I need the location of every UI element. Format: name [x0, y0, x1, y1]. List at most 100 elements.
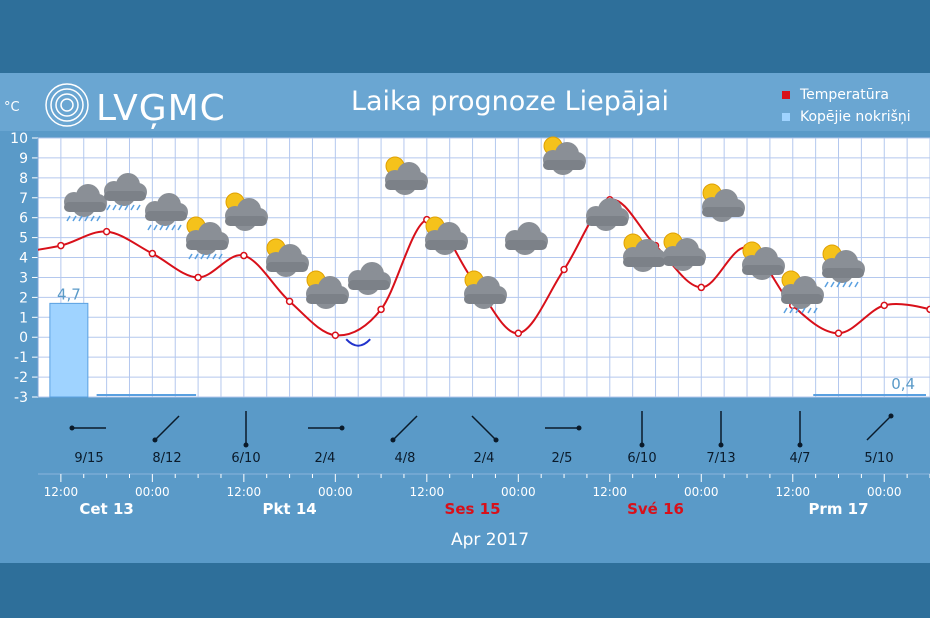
partly-sunny-icon — [543, 136, 586, 175]
y-tick-label: 3 — [19, 270, 28, 286]
rain-drop — [84, 215, 89, 222]
wind-label: 5/10 — [864, 451, 893, 466]
rain-drop — [153, 224, 158, 231]
legend-item-temperature: Temperatūra — [782, 84, 911, 106]
rain-drop — [78, 215, 83, 222]
rain-drop — [72, 215, 77, 222]
rain-drop — [106, 204, 111, 211]
day-label: Cet 13 — [79, 500, 134, 518]
y-tick-label: 7 — [19, 191, 28, 207]
wind-head — [339, 425, 345, 431]
temperature-point — [377, 305, 385, 314]
logo-text: LVĢMC — [96, 88, 226, 129]
partly-sunny-icon — [663, 232, 706, 271]
sun-snow-cloud-icon — [781, 270, 824, 314]
rain-drop — [830, 281, 835, 288]
wind-shaft — [866, 415, 892, 441]
partly-sunny-icon — [742, 241, 785, 280]
cloud-base — [702, 207, 744, 217]
legend-label: Temperatūra — [800, 87, 889, 103]
wind-arrow-icon — [69, 425, 106, 431]
temperature-point — [560, 265, 568, 274]
rain-cloud-icon — [145, 193, 188, 231]
partly-sunny-icon — [266, 238, 309, 277]
x-tick-label: 12:00 — [592, 485, 627, 499]
wind-arrow-icon — [390, 415, 418, 443]
temperature-point — [514, 329, 523, 337]
wind-shaft — [392, 415, 418, 441]
temperature-point — [697, 283, 706, 292]
temperature-point — [285, 297, 294, 306]
cloud-base — [104, 191, 146, 201]
temperature-point — [194, 273, 202, 282]
rain-drop — [159, 224, 164, 231]
wind-label: 2/4 — [474, 451, 495, 466]
y-tick-label: 6 — [19, 211, 28, 227]
y-tick-label: -3 — [14, 390, 28, 406]
wind-head — [797, 442, 803, 448]
y-tick-label: 1 — [19, 310, 28, 326]
cloud-base — [822, 268, 864, 278]
rain-cloud-icon — [64, 184, 107, 222]
x-tick-label: 00:00 — [135, 485, 170, 499]
x-tick-label: 00:00 — [684, 485, 719, 499]
rain-drop — [188, 253, 193, 260]
cloud-base — [781, 294, 823, 304]
rain-drop — [136, 204, 141, 211]
day-label: Pkt 14 — [262, 500, 317, 518]
wind-arrow-icon — [718, 411, 724, 448]
wind-head — [888, 413, 894, 419]
rain-drop — [836, 281, 841, 288]
wind-head — [152, 437, 158, 443]
cloud-base — [586, 216, 628, 226]
temperature-below-zero — [345, 338, 371, 347]
chart-title: Laika prognoze Liepājai — [350, 86, 670, 117]
cloud-base — [543, 160, 585, 170]
day-label: Ses 15 — [444, 500, 501, 518]
y-tick-label: 9 — [19, 151, 28, 167]
cloud-base — [266, 262, 308, 272]
temperature-point — [834, 329, 843, 337]
wind-head — [69, 425, 75, 431]
cloud-icon — [505, 222, 548, 255]
wind-head — [718, 442, 724, 448]
rain-drop — [848, 281, 853, 288]
temperature-line — [38, 198, 930, 337]
lvgmc-logo: LVĢMC — [44, 80, 244, 130]
rain-drop — [206, 253, 211, 260]
rain-drop — [171, 224, 176, 231]
partly-sunny-icon — [464, 270, 507, 309]
wind-arrow-icon — [243, 411, 249, 448]
rain-drop — [824, 281, 829, 288]
wind-arrow-icon — [545, 425, 582, 431]
wind-head — [576, 425, 582, 431]
wind-label: 2/4 — [315, 451, 336, 466]
cloud-base — [348, 280, 390, 290]
rain-drop — [147, 224, 152, 231]
y-tick-label: 0 — [19, 330, 28, 346]
rain-drop — [795, 307, 800, 314]
cloud-base — [742, 265, 784, 275]
temperature-point — [880, 301, 889, 310]
cloud-base — [425, 240, 467, 250]
wind-head — [243, 442, 249, 448]
partly-sunny-icon — [225, 192, 268, 231]
wind-arrow-icon — [866, 413, 894, 441]
chart-header — [0, 73, 930, 131]
partly-sunny-icon — [623, 233, 666, 272]
legend-swatch — [782, 113, 790, 121]
partly-sunny-icon — [425, 216, 468, 255]
rain-drop — [807, 307, 812, 314]
wind-shaft — [471, 415, 497, 441]
wind-shaft — [154, 415, 180, 441]
rain-drop — [165, 224, 170, 231]
cloud-base — [505, 240, 547, 250]
logo-rings-icon — [45, 83, 89, 127]
day-label: Své 16 — [627, 500, 684, 518]
partly-sunny-icon — [702, 183, 745, 222]
x-tick-label: 00:00 — [867, 485, 902, 499]
precipitation-label: 0,4 — [891, 375, 915, 393]
cloud-icon — [586, 198, 629, 231]
wind-arrow-icon — [639, 411, 645, 448]
